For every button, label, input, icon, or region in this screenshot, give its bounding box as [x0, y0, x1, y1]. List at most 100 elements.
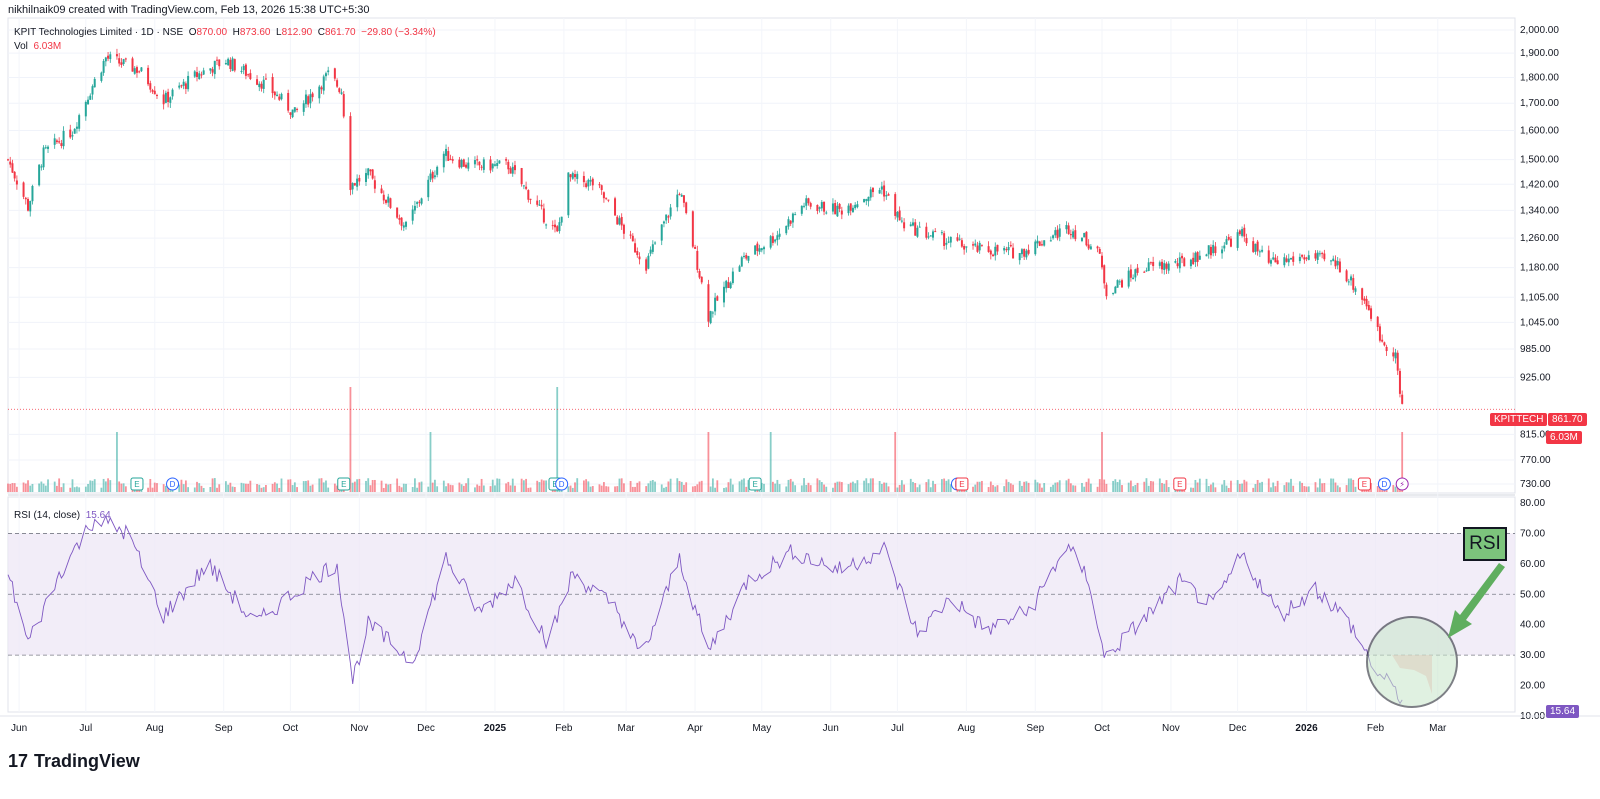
volume-bar [76, 486, 78, 492]
rsi-label[interactable]: RSI (14, close) [14, 510, 81, 521]
volume-bar [1354, 486, 1357, 492]
volume-bar [414, 478, 416, 492]
time-tick-label: Mar [618, 723, 636, 734]
candle-body [1027, 249, 1030, 254]
volume-bar [387, 484, 390, 492]
candle-body [840, 210, 843, 215]
candle-body [1145, 270, 1148, 272]
volume-bar [162, 484, 165, 492]
candle-body [333, 68, 336, 79]
volume-bar [280, 478, 283, 492]
candle-body [509, 168, 512, 174]
candle-body [131, 58, 134, 72]
price-tick-label: 1,500.00 [1520, 155, 1559, 166]
volume-bar [709, 486, 712, 492]
candle-body [224, 63, 227, 65]
candle-body [200, 74, 203, 76]
volume-label[interactable]: Vol [14, 41, 28, 52]
candle-body [729, 282, 732, 289]
volume-bar [1012, 484, 1014, 492]
candle-body [1381, 339, 1384, 342]
volume-bar [196, 481, 198, 492]
candle-body [1152, 261, 1155, 267]
candle-body [856, 204, 859, 208]
candle-body [1214, 246, 1217, 254]
volume-bar [396, 478, 399, 492]
candle-body [447, 151, 450, 161]
candle-body [167, 91, 170, 103]
volume-bar [260, 487, 263, 492]
volume-bar [1205, 478, 1208, 492]
volume-bar [1136, 482, 1139, 492]
volume-bar [278, 487, 281, 492]
candle-body [1363, 298, 1366, 301]
symbol-title[interactable]: KPIT Technologies Limited · 1D · NSE [14, 27, 184, 38]
candle-body [1034, 241, 1037, 255]
volume-bar [371, 480, 374, 492]
candle-body [1318, 253, 1321, 255]
volume-bar [476, 484, 479, 492]
rsi-value-tag: 15.64 [1546, 705, 1580, 718]
volume-bar [769, 432, 772, 492]
candle-body [678, 193, 681, 195]
volume-bar [1132, 486, 1135, 492]
volume-bar [1143, 481, 1146, 492]
volume-bar [1210, 484, 1212, 492]
volume-bar [660, 484, 663, 492]
volume-bar [1283, 485, 1286, 492]
candle-body [587, 179, 590, 187]
volume-bar [265, 484, 267, 492]
volume-bar [763, 483, 765, 492]
volume-bar [896, 487, 899, 492]
time-tick-label: Aug [146, 723, 164, 734]
volume-bar [120, 483, 123, 492]
volume-bar [482, 485, 485, 492]
candle-body [965, 246, 968, 248]
volume-bar [442, 480, 445, 492]
candle-body [918, 226, 921, 228]
candle-body [1223, 245, 1226, 249]
candle-body [1052, 235, 1055, 239]
volume-bar [53, 481, 56, 492]
candle-body [1225, 239, 1228, 245]
candle-body [302, 103, 305, 112]
candle-body [1334, 260, 1337, 267]
candle-body [1354, 288, 1357, 292]
volume-bar [291, 485, 294, 492]
candle-body [1269, 260, 1272, 264]
volume-bar [605, 486, 608, 492]
candle-body [155, 94, 158, 96]
candle-body [1338, 261, 1341, 273]
price-tick-label: 1,045.00 [1520, 317, 1559, 328]
candle-body [151, 90, 154, 92]
candle-body [1003, 247, 1006, 251]
volume-bar [118, 481, 121, 492]
candle-body [1227, 236, 1230, 240]
volume-bar [122, 483, 125, 492]
open-label: O [188, 27, 197, 38]
candle-body [89, 95, 92, 100]
candle-body [38, 164, 41, 186]
candle-body [682, 195, 685, 203]
volume-bar [989, 481, 992, 492]
volume-bar [743, 478, 745, 492]
volume-bar [356, 479, 358, 492]
volume-bar [1112, 480, 1115, 492]
tradingview-brand[interactable]: 17 TradingView [8, 751, 140, 772]
candle-body [411, 209, 414, 221]
candle-body [618, 218, 621, 225]
candle-body [838, 203, 841, 209]
time-tick-label: Dec [1229, 723, 1247, 734]
earnings-marker-icon [1357, 477, 1371, 491]
volume-bar [1072, 485, 1074, 492]
rsi-callout-label[interactable]: RSI [1463, 527, 1507, 561]
candle-body [1009, 244, 1012, 247]
volume-bar [1167, 487, 1170, 492]
volume-bar [1207, 486, 1210, 492]
earnings-marker-label: E [1177, 480, 1182, 489]
candle-body [396, 207, 399, 218]
volume-bar [918, 484, 921, 492]
volume-bar [87, 483, 89, 492]
volume-bar [296, 487, 298, 492]
